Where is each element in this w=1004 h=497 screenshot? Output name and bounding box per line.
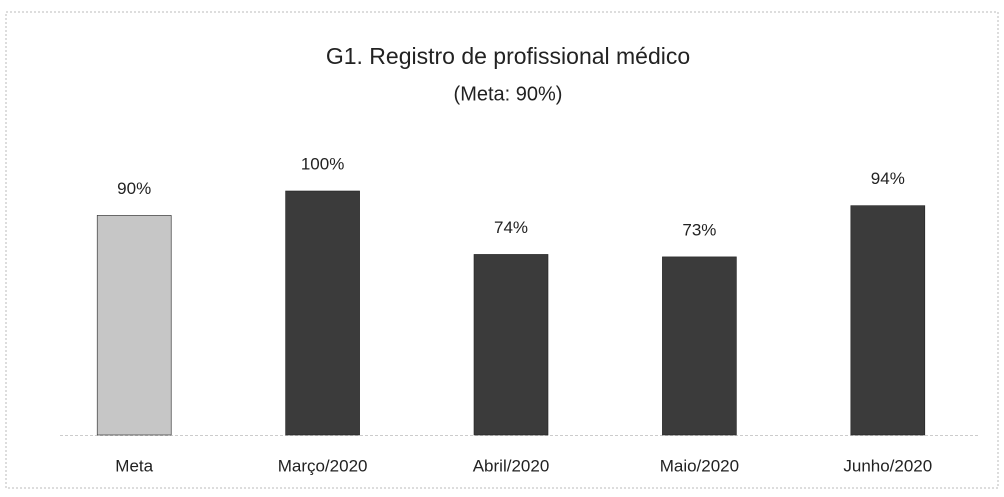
bar xyxy=(850,205,926,436)
data-label: 94% xyxy=(871,169,905,188)
bar xyxy=(285,190,360,436)
bar xyxy=(473,254,549,436)
x-tick-label: Maio/2020 xyxy=(660,456,739,475)
bar xyxy=(96,215,172,436)
chart-subtitle: (Meta: 90%) xyxy=(454,83,563,105)
chart-border xyxy=(5,11,999,489)
bar xyxy=(662,256,737,436)
x-tick-label: Março/2020 xyxy=(278,456,368,475)
data-label: 100% xyxy=(301,154,344,173)
x-tick-label: Meta xyxy=(115,456,153,475)
data-label: 74% xyxy=(494,218,528,237)
x-tick-label: Abril/2020 xyxy=(473,456,550,475)
x-tick-label: Junho/2020 xyxy=(843,456,932,475)
chart-title: G1. Registro de profissional médico xyxy=(326,43,690,69)
data-label: 73% xyxy=(682,220,716,239)
data-label: 90% xyxy=(117,179,151,198)
